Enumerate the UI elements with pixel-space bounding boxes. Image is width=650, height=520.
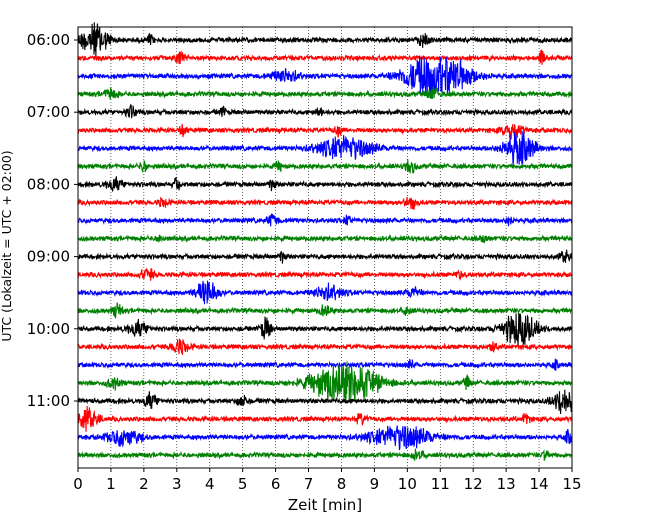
x-tick-label: 1 <box>106 475 116 493</box>
plot-frame <box>77 26 573 469</box>
x-tick-label: 6 <box>271 475 281 493</box>
trace-0600 <box>77 22 573 57</box>
y-axis-ticks: 06:00 07:00 08:00 09:00 10:00 11:00 <box>27 31 78 410</box>
trace-1115 <box>77 405 573 432</box>
x-axis-ticks: 0 1 2 3 4 5 6 7 8 9 10 11 12 13 14 15 <box>73 468 582 493</box>
trace-1145 <box>77 448 573 461</box>
trace-0715 <box>77 123 573 141</box>
trace-0815 <box>77 196 573 210</box>
y-tick-label: 09:00 <box>27 248 70 266</box>
trace-1000 <box>77 313 573 347</box>
trace-0745 <box>77 159 573 174</box>
x-tick-label: 13 <box>497 475 516 493</box>
trace-1045 <box>77 361 573 404</box>
trace-0930 <box>77 280 573 305</box>
x-tick-label: 12 <box>464 475 483 493</box>
x-tick-label: 15 <box>562 475 581 493</box>
y-tick-label: 06:00 <box>27 31 70 49</box>
y-axis-label: UTC (Lokalzeit = UTC + 02:00) <box>0 150 14 341</box>
x-tick-label: 3 <box>172 475 182 493</box>
trace-1130 <box>77 425 573 451</box>
trace-0945 <box>77 302 573 319</box>
x-tick-label: 5 <box>238 475 248 493</box>
trace-0630 <box>77 55 573 96</box>
x-axis-label: Zeit [min] <box>288 496 362 514</box>
x-tick-label: 11 <box>431 475 450 493</box>
trace-0615 <box>77 49 573 65</box>
x-tick-label: 0 <box>73 475 83 493</box>
x-tick-label: 10 <box>398 475 417 493</box>
y-tick-label: 08:00 <box>27 175 70 193</box>
trace-0830 <box>77 212 573 227</box>
x-tick-label: 7 <box>304 475 314 493</box>
x-tick-label: 8 <box>337 475 347 493</box>
trace-0700 <box>77 103 573 119</box>
y-tick-label: 07:00 <box>27 103 70 121</box>
x-tick-label: 4 <box>205 475 215 493</box>
x-tick-label: 14 <box>530 475 549 493</box>
trace-1100 <box>77 389 573 415</box>
trace-1015 <box>77 338 573 355</box>
trace-0800 <box>77 176 573 192</box>
x-tick-label: 9 <box>370 475 380 493</box>
y-tick-label: 10:00 <box>27 320 70 338</box>
trace-0645 <box>77 86 573 100</box>
trace-1030 <box>77 358 573 371</box>
trace-0730 <box>77 130 573 166</box>
x-tick-label: 2 <box>139 475 149 493</box>
trace-0915 <box>77 268 573 282</box>
y-tick-label: 11:00 <box>27 392 70 410</box>
trace-0900 <box>77 249 573 264</box>
trace-0845 <box>77 234 573 244</box>
seismogram-traces <box>77 22 573 461</box>
